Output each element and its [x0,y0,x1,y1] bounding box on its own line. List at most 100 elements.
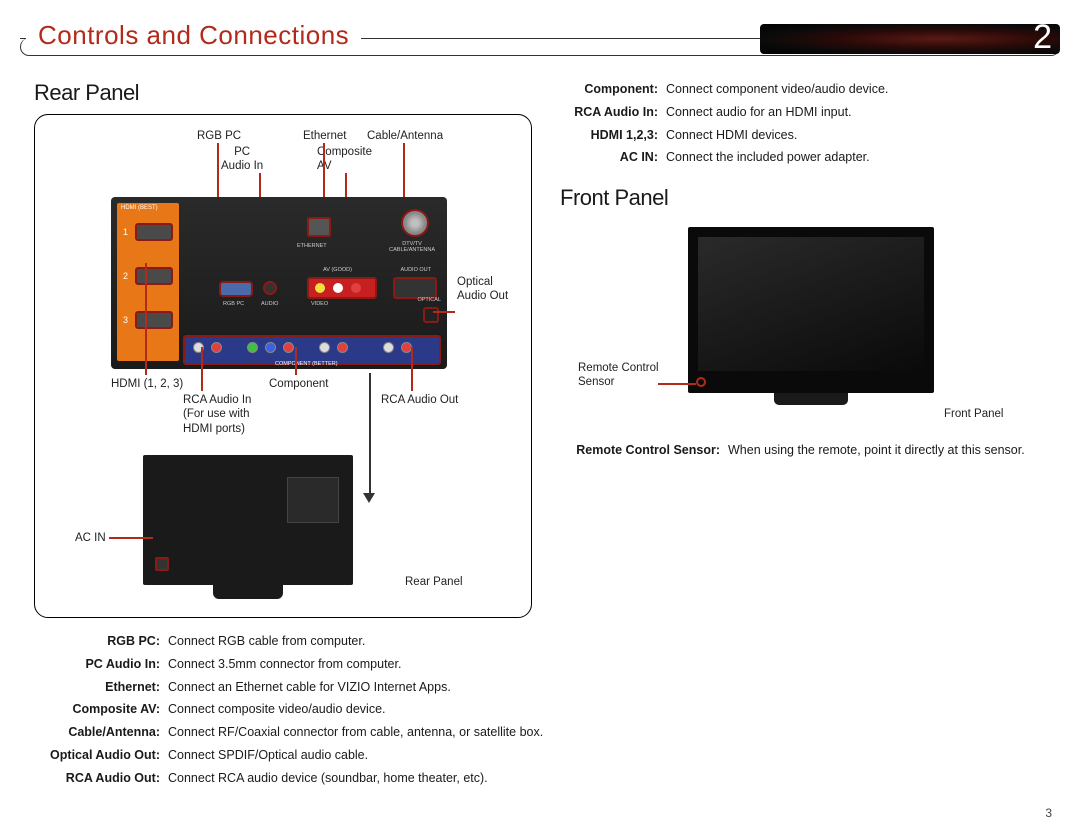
tv-rear-graphic [143,455,353,585]
chapter-number: 2 [1033,18,1052,57]
desc-term: Composite AV: [34,700,168,719]
page-number: 3 [1045,806,1052,820]
desc-row: RGB PC:Connect RGB cable from computer. [34,632,544,651]
right-column: Component:Connect component video/audio … [560,80,1060,464]
front-panel-diagram: Remote Control Sensor Front Panel [560,219,1050,429]
pc-audio-port [263,281,277,295]
desc-def: Connect audio for an HDMI input. [666,103,1060,122]
right-top-descriptions: Component:Connect component video/audio … [560,80,1060,167]
desc-row: Remote Control Sensor:When using the rem… [560,441,1060,460]
hdmi-port-1 [135,223,173,241]
av-good-tiny-label: AV (GOOD) [323,267,352,273]
header-dark-band [760,24,1060,54]
callout-ac-in: AC IN [75,531,106,545]
left-column: Rear Panel RGB PC PC Audio In Ethernet C… [34,80,544,791]
callout-rca-audio-out: RCA Audio Out [381,393,458,407]
ethernet-port [307,217,331,237]
desc-term: Remote Control Sensor: [560,441,728,460]
hdmi-best-label: HDMI (BEST) [121,205,158,211]
desc-row: RCA Audio In:Connect audio for an HDMI i… [560,103,1060,122]
hdmi-port-3 [135,311,173,329]
desc-row: Optical Audio Out:Connect SPDIF/Optical … [34,746,544,765]
component-better-tiny-label: COMPONENT (BETTER) [275,361,338,367]
desc-term: Ethernet: [34,678,168,697]
desc-term: AC IN: [560,148,666,167]
callout-composite-av: Composite AV [317,145,372,174]
callout-optical-audio-out: Optical Audio Out [457,275,508,304]
callout-hdmi: HDMI (1, 2, 3) [111,377,183,391]
header-title-wrap: Controls and Connections [26,20,361,51]
callout-component: Component [269,377,328,391]
desc-def: Connect SPDIF/Optical audio cable. [168,746,544,765]
desc-def: When using the remote, point it directly… [728,441,1060,460]
rgbpc-tiny-label: RGB PC [223,301,244,307]
callout-rgb-pc: RGB PC [197,129,241,143]
callout-front-panel-label: Front Panel [944,407,1003,421]
tv-rear-panel-slot [287,477,339,523]
callout-ethernet: Ethernet [303,129,346,143]
tv-front-graphic [688,227,934,393]
hdmi-3-num: 3 [123,315,128,325]
callout-line [433,311,455,313]
desc-row: Component:Connect component video/audio … [560,80,1060,99]
callout-rear-panel-label: Rear Panel [405,575,463,589]
hdmi-column: HDMI (BEST) 1 2 3 [117,203,179,361]
ethernet-tiny-label: ETHERNET [297,243,327,249]
audio-out-tiny-label: AUDIO OUT [400,267,431,273]
header-title: Controls and Connections [38,20,349,50]
desc-row: HDMI 1,2,3:Connect HDMI devices. [560,126,1060,145]
chapter-header: Controls and Connections 2 [0,24,1080,64]
rear-panel-heading: Rear Panel [34,80,544,106]
callout-cable-antenna: Cable/Antenna [367,129,443,143]
remote-sensor-indicator [696,377,706,387]
desc-def: Connect an Ethernet cable for VIZIO Inte… [168,678,544,697]
hdmi-port-2 [135,267,173,285]
desc-term: Optical Audio Out: [34,746,168,765]
tv-screen [698,237,924,371]
ac-in-port [155,557,169,571]
desc-def: Connect composite video/audio device. [168,700,544,719]
desc-term: Component: [560,80,666,99]
desc-def: Connect 3.5mm connector from computer. [168,655,544,674]
callout-line [295,347,297,375]
rear-ports-panel: HDMI (BEST) 1 2 3 ETHERNET DTV/TV CABLE/… [111,197,447,369]
callout-pc-audio-in: PC Audio In [221,145,263,174]
callout-line [411,347,413,391]
desc-def: Connect the included power adapter. [666,148,1060,167]
hdmi-1-num: 1 [123,227,128,237]
desc-row: Cable/Antenna:Connect RF/Coaxial connect… [34,723,544,742]
dtv-tiny-label: DTV/TV CABLE/ANTENNA [389,241,435,253]
desc-term: HDMI 1,2,3: [560,126,666,145]
callout-line [201,347,203,391]
desc-def: Connect RF/Coaxial connector from cable,… [168,723,544,742]
desc-def: Connect component video/audio device. [666,80,1060,99]
optical-port [423,307,439,323]
coax-port [401,209,429,237]
desc-row: Ethernet:Connect an Ethernet cable for V… [34,678,544,697]
callout-remote-sensor: Remote Control Sensor [578,361,659,390]
front-panel-heading: Front Panel [560,185,1060,211]
vga-port [219,281,253,297]
rear-panel-diagram: RGB PC PC Audio In Ethernet Composite AV… [34,114,532,618]
desc-def: Connect RCA audio device (soundbar, home… [168,769,544,788]
optical-tiny-label: OPTICAL [417,297,441,303]
desc-def: Connect RGB cable from computer. [168,632,544,651]
desc-row: RCA Audio Out:Connect RCA audio device (… [34,769,544,788]
desc-row: PC Audio In:Connect 3.5mm connector from… [34,655,544,674]
arrowhead-icon [363,493,375,503]
hdmi-2-num: 2 [123,271,128,281]
desc-def: Connect HDMI devices. [666,126,1060,145]
desc-term: Cable/Antenna: [34,723,168,742]
callout-rca-audio-in: RCA Audio In (For use with HDMI ports) [183,393,251,436]
callout-line [658,383,696,385]
desc-row: Composite AV:Connect composite video/aud… [34,700,544,719]
front-descriptions: Remote Control Sensor:When using the rem… [560,441,1060,460]
callout-arrow-line [369,373,371,499]
video-tiny-label: VIDEO [311,301,328,307]
composite-av-ports [307,277,377,299]
callout-line [145,263,147,375]
desc-term: RGB PC: [34,632,168,651]
audio-tiny-label: AUDIO [261,301,278,307]
desc-term: RCA Audio In: [560,103,666,122]
desc-term: PC Audio In: [34,655,168,674]
